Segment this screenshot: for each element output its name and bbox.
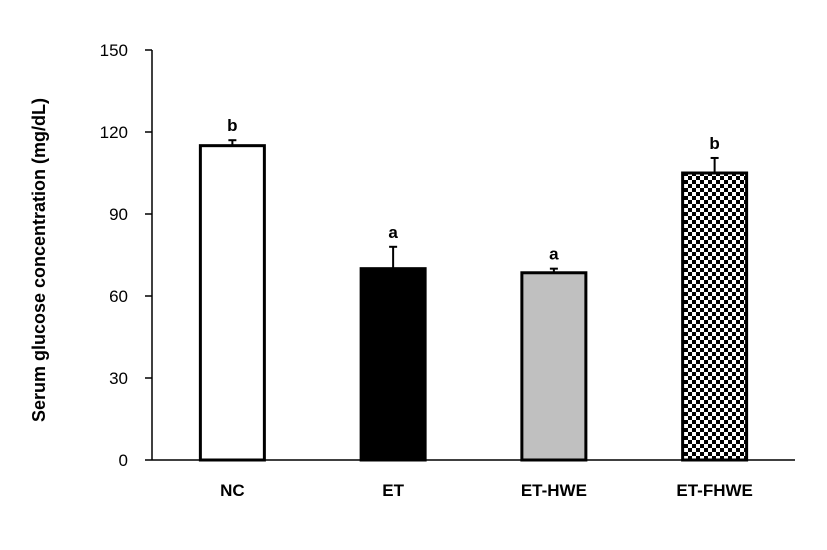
x-tick-label: ET-FHWE xyxy=(676,481,753,500)
bar xyxy=(520,271,588,462)
significance-label: a xyxy=(388,223,398,242)
y-tick-label: 150 xyxy=(100,41,128,60)
bar-group-nc: b NC xyxy=(198,116,266,500)
significance-label: a xyxy=(549,245,559,264)
y-tick-label: 90 xyxy=(109,205,128,224)
y-axis: 0 30 60 90 120 150 xyxy=(100,41,153,470)
x-tick-label: ET-HWE xyxy=(521,481,587,500)
significance-label: b xyxy=(227,116,237,135)
y-tick-label: 30 xyxy=(109,369,128,388)
y-tick-label: 60 xyxy=(109,287,128,306)
bar-group-et-hwe: a ET-HWE xyxy=(520,245,588,500)
significance-label: b xyxy=(709,134,719,153)
bar xyxy=(359,267,427,462)
x-tick-label: ET xyxy=(382,481,404,500)
bar xyxy=(198,144,266,462)
bar-group-et-fhwe: b ET-FHWE xyxy=(676,134,753,500)
y-tick-label: 0 xyxy=(119,451,128,470)
bar-group-et: a ET xyxy=(359,223,427,500)
bar xyxy=(681,171,749,462)
y-tick-label: 120 xyxy=(100,123,128,142)
bars-group: b NC a ET a ET-HWE b ET-FHWE xyxy=(198,116,753,500)
y-axis-title: Serum glucose concentration (mg/dL) xyxy=(29,98,49,422)
x-tick-label: NC xyxy=(220,481,245,500)
